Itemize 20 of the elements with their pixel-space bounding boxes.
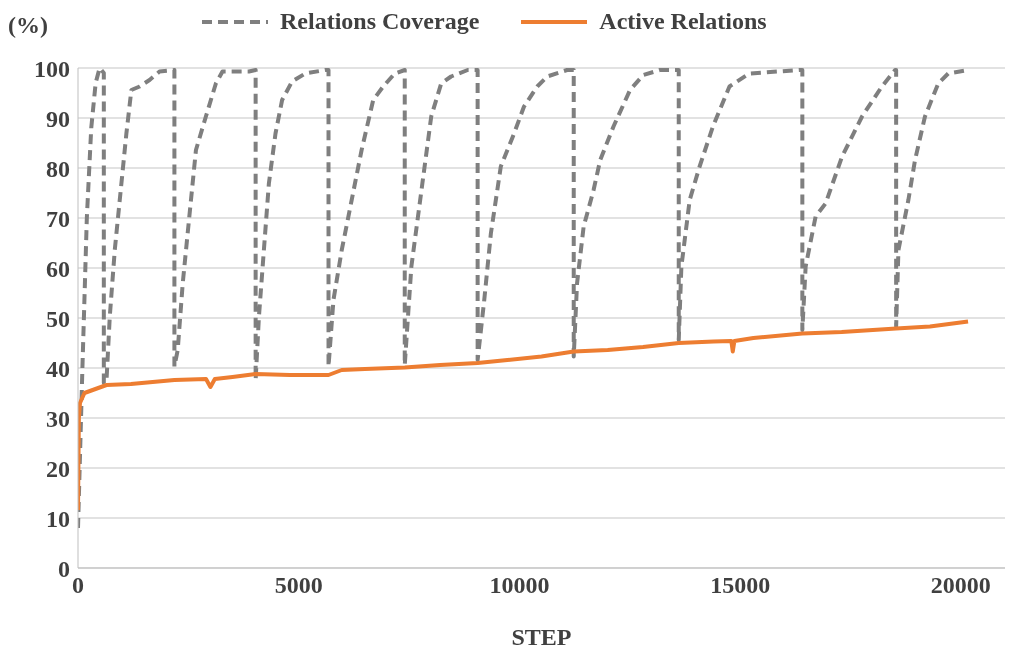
y-tick-label: 40 [46, 355, 70, 382]
legend-label: Relations Coverage [280, 8, 480, 35]
y-tick-label: 70 [46, 205, 70, 232]
x-tick-label: 15000 [710, 572, 771, 599]
x-tick-label: 5000 [274, 572, 323, 599]
y-axis-title: (%) [8, 12, 48, 39]
y-tick-label: 0 [58, 555, 70, 582]
x-tick-label: 10000 [489, 572, 550, 599]
y-tick-label: 60 [46, 255, 70, 282]
y-tick-label: 80 [46, 155, 70, 182]
y-tick-label: 10 [46, 505, 70, 532]
y-tick-label: 50 [46, 305, 70, 332]
y-tick-label: 20 [46, 455, 70, 482]
x-tick-label: 20000 [930, 572, 991, 599]
legend-label: Active Relations [599, 8, 767, 35]
y-tick-label: 30 [46, 405, 70, 432]
y-tick-label: 100 [34, 55, 70, 82]
x-axis-title: STEP [511, 624, 572, 649]
y-tick-label: 90 [46, 105, 70, 132]
line-series [78, 319, 971, 512]
